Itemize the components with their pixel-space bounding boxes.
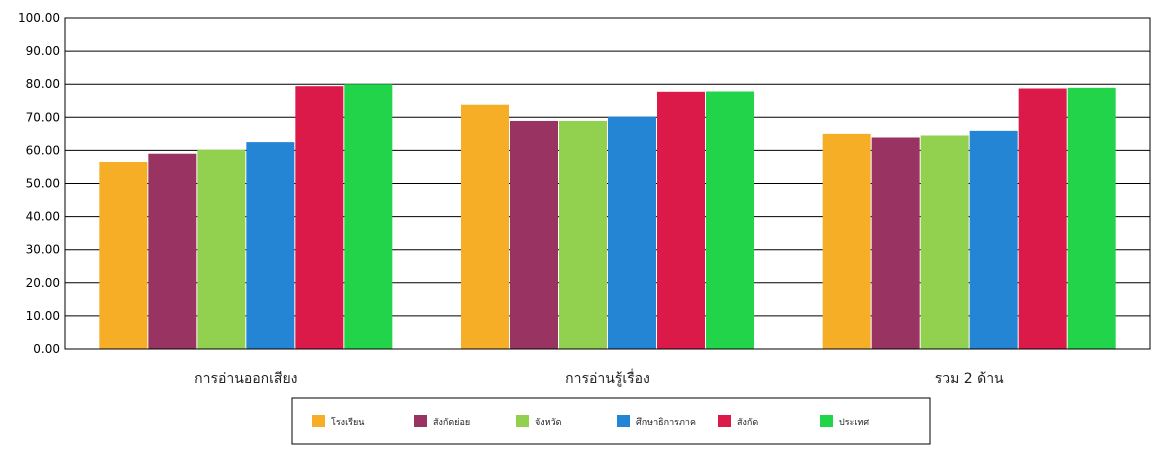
- bar: [246, 142, 295, 349]
- bar: [197, 149, 246, 349]
- y-tick-label: 50.00: [26, 177, 60, 191]
- x-axis-category-labels: การอ่านออกเสียง การอ่านรู้เรื่อง รวม 2 ด้า…: [194, 369, 1004, 387]
- bar: [706, 91, 754, 350]
- bar: [559, 120, 607, 349]
- y-tick-label: 60.00: [26, 143, 60, 157]
- bar: [822, 133, 871, 349]
- bar: [148, 153, 197, 349]
- bar: [969, 130, 1018, 349]
- bar: [1067, 87, 1116, 349]
- bar: [295, 86, 344, 349]
- bar: [608, 116, 656, 349]
- legend-swatch: [718, 415, 731, 427]
- x-category-label: การอ่านรู้เรื่อง: [565, 369, 650, 387]
- bar: [99, 161, 148, 349]
- legend-label: สังกัด: [737, 418, 758, 428]
- y-tick-label: 80.00: [26, 77, 60, 91]
- y-tick-label: 30.00: [26, 243, 60, 257]
- legend-swatch: [414, 415, 427, 427]
- y-axis-tick-labels: 0.00 10.00 20.00 30.00 40.00 50.00 60.00 70.00 8…: [18, 11, 60, 356]
- y-tick-label: 100.00: [18, 11, 60, 25]
- y-tick-label: 40.00: [26, 210, 60, 224]
- bar: [657, 91, 705, 350]
- bar: [871, 137, 920, 349]
- legend-label: โรงเรียน: [331, 417, 364, 428]
- y-tick-label: 70.00: [26, 110, 60, 124]
- legend-label: จังหวัด: [535, 418, 562, 428]
- legend: โรงเรียน สังกัดย่อย จังหวัด ศึกษาธิการภาค สั…: [291, 397, 931, 445]
- y-tick-label: 10.00: [26, 309, 60, 323]
- legend-label: ศึกษาธิการภาค: [636, 417, 696, 428]
- bar: [510, 120, 558, 349]
- x-category-label: การอ่านออกเสียง: [194, 371, 297, 387]
- plot-frame: [64, 17, 1151, 350]
- x-category-label: รวม 2 ด้าน: [935, 371, 1004, 387]
- bar: [461, 104, 509, 349]
- bar: [1018, 88, 1067, 350]
- legend-label: สังกัดย่อย: [433, 418, 470, 428]
- legend-swatch: [617, 415, 630, 427]
- bar: [344, 84, 393, 349]
- bars: [99, 84, 1116, 350]
- legend-swatch: [312, 415, 325, 427]
- legend-box: [291, 397, 931, 445]
- legend-swatch: [820, 415, 833, 427]
- legend-label: ประเทศ: [839, 418, 869, 428]
- bar: [920, 135, 969, 349]
- y-tick-label: 20.00: [26, 276, 60, 290]
- y-tick-label: 0.00: [33, 342, 60, 356]
- y-tick-label: 90.00: [26, 44, 60, 58]
- legend-swatch: [516, 415, 529, 427]
